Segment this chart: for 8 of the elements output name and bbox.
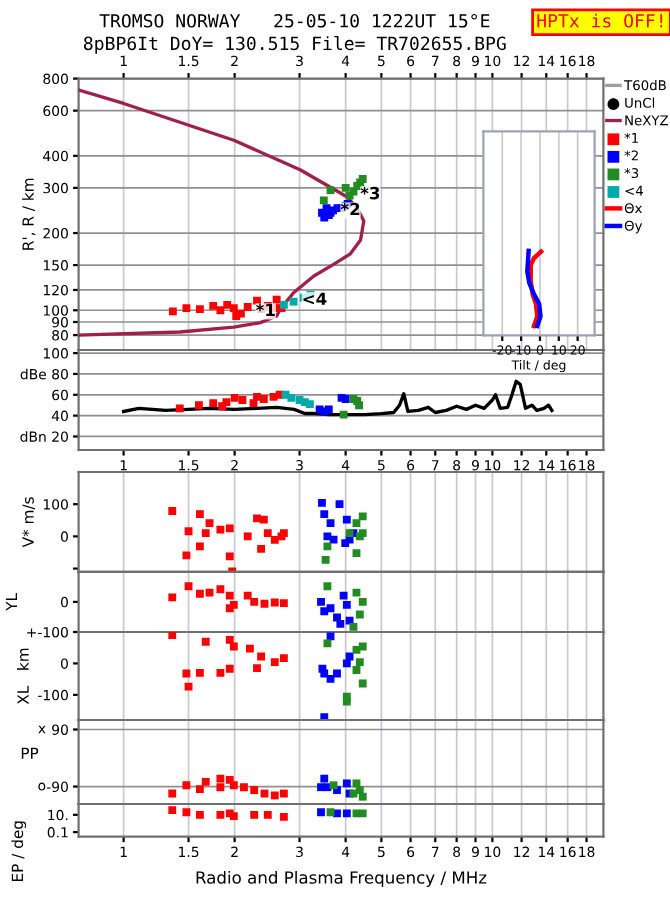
text: HPTx is OFF!: [537, 13, 663, 28]
annotation: <4: [303, 292, 327, 305]
x-axis-title: Radio and Plasma Frequency / MHz: [196, 870, 487, 888]
chart-title: TROMSO NORWAY 25-05-10 1222UT 15°E: [99, 13, 490, 28]
annotation: *2: [340, 202, 360, 216]
annotation: *3: [360, 186, 380, 200]
chart-subtitle: 8pBP6It DoY= 130.515 File= TR702655.BPG: [83, 36, 506, 54]
annotation: *1: [255, 303, 275, 316]
